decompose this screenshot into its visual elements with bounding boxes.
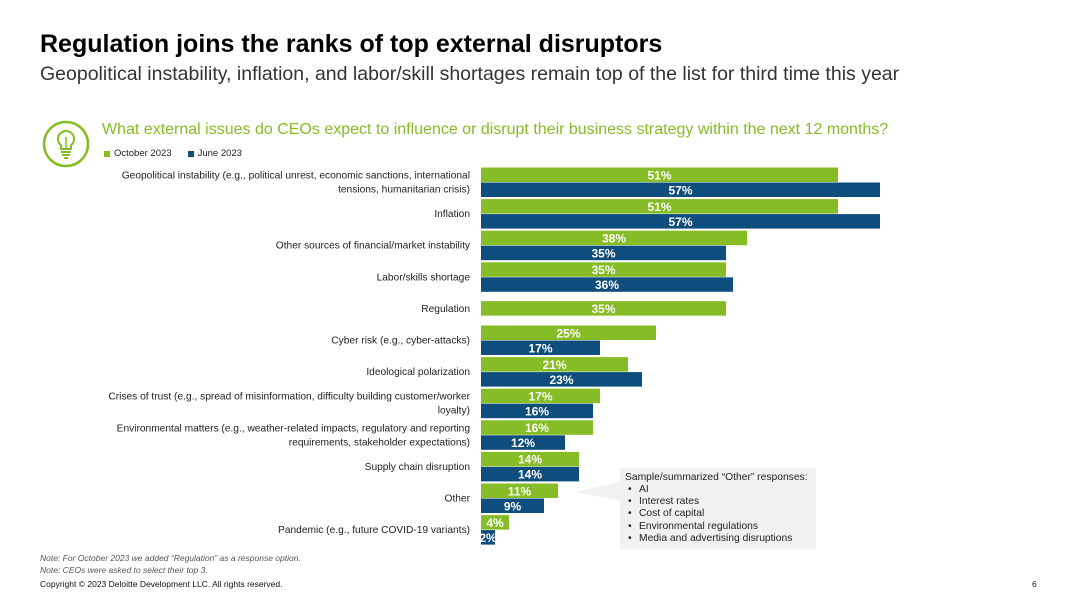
survey-question: What external issues do CEOs expect to i… bbox=[102, 121, 889, 138]
category-label: tensions, humanitarian crisis) bbox=[338, 185, 470, 196]
category-label: Geopolitical instability (e.g., politica… bbox=[122, 171, 470, 182]
data-label: 16% bbox=[525, 404, 549, 418]
data-label: 2% bbox=[479, 531, 497, 545]
page-subtitle: Geopolitical instability, inflation, and… bbox=[40, 63, 900, 85]
bar-october-2023 bbox=[481, 483, 558, 498]
footnote-top3: Note: CEOs were asked to select their to… bbox=[40, 564, 208, 575]
category-label: Pandemic (e.g., future COVID-19 variants… bbox=[278, 525, 470, 536]
legend-swatch-june bbox=[187, 150, 194, 157]
category-label: requirements, stakeholder expectations) bbox=[289, 437, 470, 448]
bar-october-2023 bbox=[481, 420, 593, 435]
data-label: 12% bbox=[511, 436, 535, 450]
bar-june-2023 bbox=[481, 372, 642, 387]
bar-june-2023 bbox=[481, 340, 600, 355]
bar-june-2023 bbox=[481, 245, 726, 261]
category-label: Crises of trust (e.g., spread of misinfo… bbox=[108, 392, 470, 403]
bar-june-2023 bbox=[481, 214, 880, 229]
legend-label-october: October 2023 bbox=[114, 148, 172, 159]
callout-item: Environmental regulations bbox=[628, 521, 811, 533]
legend-swatch-october bbox=[104, 150, 110, 157]
bar-october-2023 bbox=[481, 301, 726, 316]
legend-item-june: June 2023 bbox=[187, 148, 242, 159]
bar-june-2023 bbox=[481, 277, 733, 292]
legend-item-october: October 2023 bbox=[104, 148, 172, 159]
data-label: 57% bbox=[668, 215, 692, 229]
data-label: 38% bbox=[602, 231, 626, 245]
data-label: 17% bbox=[528, 389, 552, 403]
bar-june-2023 bbox=[481, 182, 880, 197]
lightbulb-icon bbox=[42, 120, 90, 168]
category-label: Environmental matters (e.g., weather-rel… bbox=[117, 423, 471, 434]
bar-june-2023 bbox=[481, 498, 544, 513]
chart-legend: October 2023 June 2023 bbox=[104, 148, 242, 159]
category-label: Other sources of financial/market instab… bbox=[276, 241, 471, 252]
category-label: Other bbox=[445, 494, 471, 505]
page-title: Regulation joins the ranks of top extern… bbox=[40, 30, 663, 58]
callout-list: AI Interest rates Cost of capital Enviro… bbox=[625, 484, 811, 545]
data-label: 4% bbox=[486, 516, 504, 530]
data-label: 35% bbox=[591, 302, 615, 316]
callout-item: AI bbox=[628, 484, 811, 496]
bar-october-2023 bbox=[481, 262, 726, 277]
bar-october-2023 bbox=[481, 515, 509, 530]
bar-october-2023 bbox=[481, 451, 579, 467]
bar-october-2023 bbox=[481, 230, 747, 246]
data-label: 51% bbox=[647, 168, 671, 182]
data-label: 35% bbox=[591, 246, 615, 260]
bar-october-2023 bbox=[481, 325, 656, 340]
callout-item: Cost of capital bbox=[628, 508, 811, 520]
data-label: 17% bbox=[528, 341, 552, 355]
data-label: 35% bbox=[591, 263, 615, 277]
footnotes: Note: For October 2023 we added “Regulat… bbox=[40, 553, 301, 576]
bar-october-2023 bbox=[481, 167, 838, 182]
bar-june-2023 bbox=[481, 435, 565, 450]
data-label: 23% bbox=[549, 373, 573, 387]
data-label: 57% bbox=[668, 183, 692, 197]
bar-october-2023 bbox=[481, 357, 628, 372]
bar-october-2023 bbox=[481, 199, 838, 214]
category-label: loyalty) bbox=[438, 406, 470, 417]
bar-june-2023 bbox=[481, 466, 579, 482]
footnote-regulation: Note: For October 2023 we added “Regulat… bbox=[40, 553, 301, 563]
data-label: 21% bbox=[542, 358, 566, 372]
category-label: Cyber risk (e.g., cyber-attacks) bbox=[331, 336, 470, 347]
page-number: 6 bbox=[1032, 579, 1037, 589]
data-label: 9% bbox=[504, 499, 522, 513]
category-label: Inflation bbox=[434, 209, 470, 220]
copyright: Copyright © 2023 Deloitte Development LL… bbox=[40, 579, 283, 589]
category-label: Labor/skills shortage bbox=[377, 272, 471, 283]
callout-item: Interest rates bbox=[628, 496, 811, 508]
category-label: Supply chain disruption bbox=[365, 462, 470, 473]
other-responses-callout: Sample/summarized “Other” responses: AI … bbox=[620, 468, 816, 549]
data-label: 25% bbox=[556, 326, 580, 340]
category-label: Regulation bbox=[421, 304, 470, 315]
bar-october-2023 bbox=[481, 388, 600, 404]
data-label: 14% bbox=[518, 453, 542, 467]
data-label: 36% bbox=[595, 278, 619, 292]
callout-pointer bbox=[574, 482, 620, 500]
category-label: Ideological polarization bbox=[366, 367, 470, 378]
data-label: 11% bbox=[508, 484, 532, 498]
callout-item: Media and advertising disruptions bbox=[628, 533, 811, 545]
data-label: 51% bbox=[647, 200, 671, 214]
data-label: 14% bbox=[518, 468, 542, 482]
callout-title: Sample/summarized “Other” responses: bbox=[625, 472, 808, 483]
bar-june-2023 bbox=[481, 530, 495, 545]
legend-label-june: June 2023 bbox=[197, 148, 242, 159]
data-label: 16% bbox=[525, 421, 549, 435]
bar-june-2023 bbox=[481, 403, 593, 419]
